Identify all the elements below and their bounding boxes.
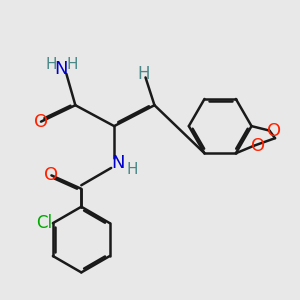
Text: H: H (45, 56, 57, 71)
Text: H: H (127, 162, 138, 177)
Text: Cl: Cl (36, 214, 52, 232)
Text: H: H (138, 65, 150, 83)
Text: N: N (111, 154, 124, 172)
Text: O: O (251, 137, 265, 155)
Text: N: N (55, 60, 68, 78)
Text: O: O (34, 112, 48, 130)
Text: O: O (267, 122, 281, 140)
Text: H: H (66, 56, 77, 71)
Text: O: O (44, 167, 58, 184)
